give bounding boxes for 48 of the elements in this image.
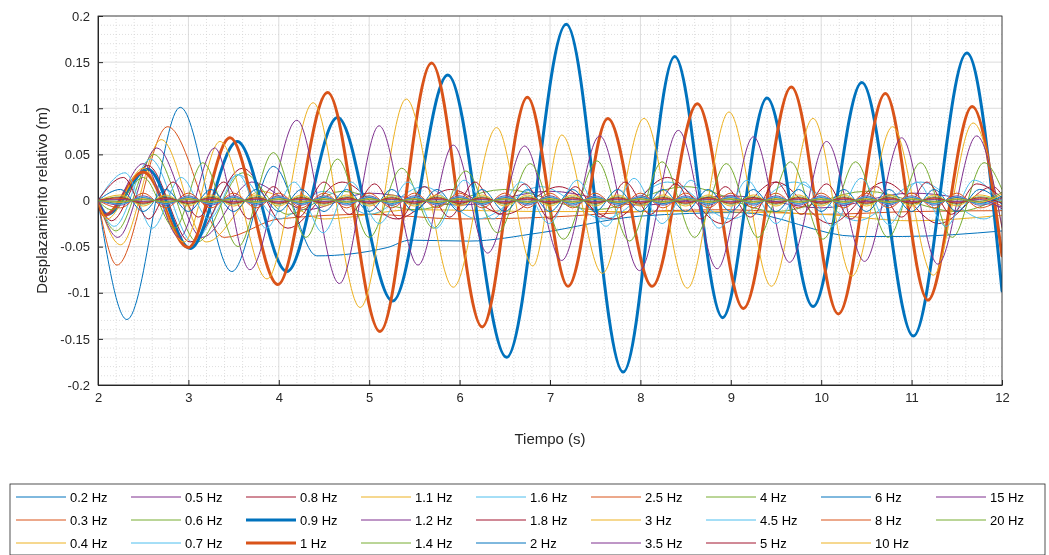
x-tick-label: 3 xyxy=(185,390,193,406)
legend-label: 0.4 Hz xyxy=(70,536,108,551)
legend-label: 3.5 Hz xyxy=(645,536,683,551)
legend-label: 1.2 Hz xyxy=(415,513,453,528)
legend-label: 2.5 Hz xyxy=(645,490,683,505)
legend-label: 20 Hz xyxy=(990,513,1024,528)
x-tick-label: 9 xyxy=(727,390,735,406)
legend-label: 0.8 Hz xyxy=(300,490,338,505)
legend-label: 0.7 Hz xyxy=(185,536,223,551)
legend-label: 2 Hz xyxy=(530,536,557,551)
y-tick-label: -0.05 xyxy=(60,239,90,255)
y-tick-label: -0.2 xyxy=(67,377,90,393)
legend-label: 15 Hz xyxy=(990,490,1024,505)
legend-label: 0.2 Hz xyxy=(70,490,108,505)
legend-label: 0.5 Hz xyxy=(185,490,223,505)
x-tick-label: 10 xyxy=(814,390,829,406)
legend-label: 8 Hz xyxy=(875,513,902,528)
y-tick-label: -0.1 xyxy=(67,285,90,301)
x-axis-title: Tiempo (s) xyxy=(514,430,586,447)
legend-label: 1 Hz xyxy=(300,536,327,551)
legend-label: 5 Hz xyxy=(760,536,787,551)
y-tick-label: 0.05 xyxy=(64,147,90,163)
x-tick-label: 6 xyxy=(456,390,464,406)
legend-label: 0.6 Hz xyxy=(185,513,223,528)
legend-label: 1.1 Hz xyxy=(415,490,453,505)
legend-label: 1.8 Hz xyxy=(530,513,568,528)
y-tick-label: 0.1 xyxy=(71,100,90,116)
legend-label: 3 Hz xyxy=(645,513,672,528)
legend-label: 4 Hz xyxy=(760,490,787,505)
y-tick-label: 0.2 xyxy=(71,8,90,24)
legend-label: 0.9 Hz xyxy=(300,513,338,528)
legend-label: 4.5 Hz xyxy=(760,513,798,528)
legend-label: 6 Hz xyxy=(875,490,902,505)
legend-label: 1.4 Hz xyxy=(415,536,453,551)
legend-label: 1.6 Hz xyxy=(530,490,568,505)
legend-label: 10 Hz xyxy=(875,536,909,551)
y-tick-label: -0.15 xyxy=(60,331,90,347)
x-tick-label: 5 xyxy=(366,390,374,406)
x-tick-label: 4 xyxy=(275,390,283,406)
x-tick-label: 2 xyxy=(94,390,103,406)
y-axis-title: Desplazamiento relativo (m) xyxy=(33,107,50,294)
x-tick-label: 7 xyxy=(546,390,555,406)
x-tick-label: 12 xyxy=(995,390,1010,406)
x-tick-label: 8 xyxy=(637,390,645,406)
legend-label: 0.3 Hz xyxy=(70,513,108,528)
x-tick-label: 11 xyxy=(905,390,919,406)
y-tick-label: 0 xyxy=(82,193,90,209)
y-tick-label: 0.15 xyxy=(64,54,90,70)
